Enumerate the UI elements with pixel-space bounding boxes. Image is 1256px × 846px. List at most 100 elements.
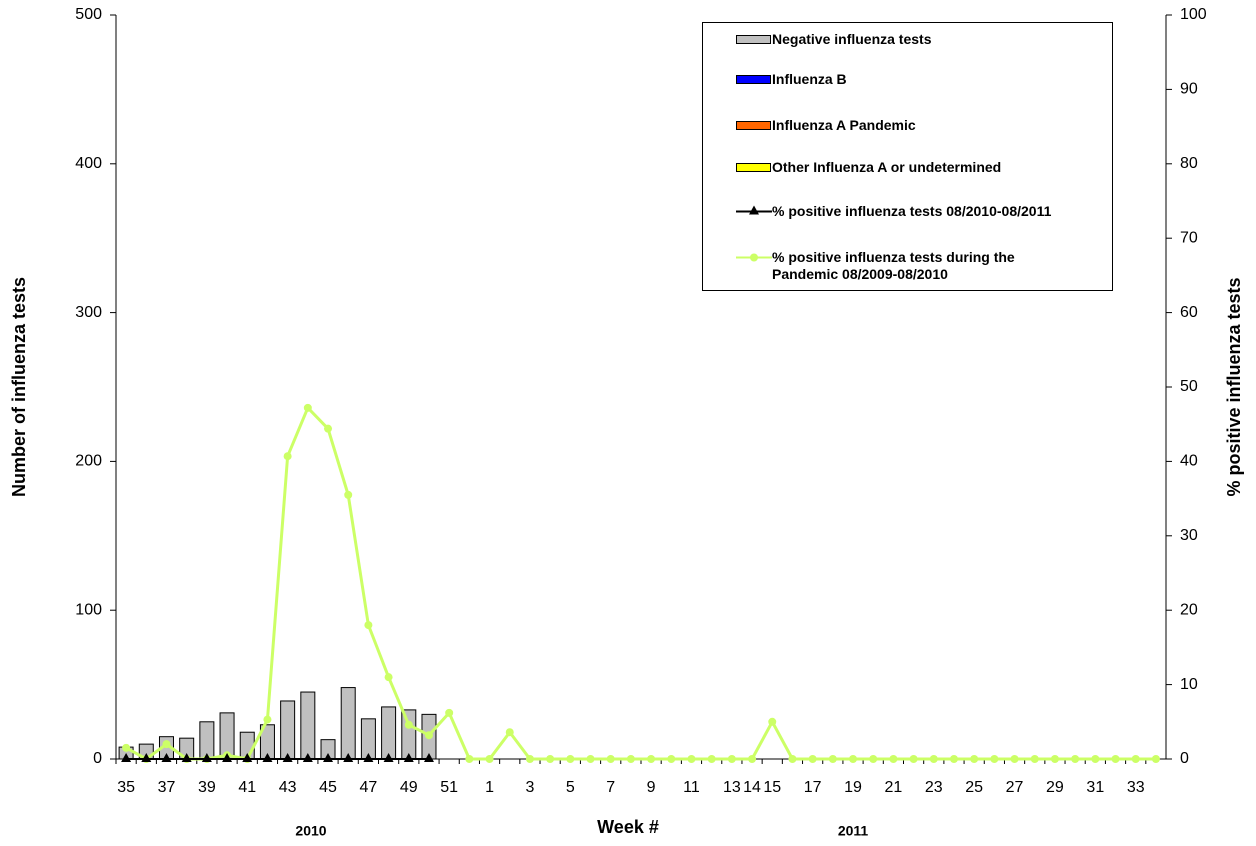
marker [990, 755, 999, 763]
legend-swatch-box [736, 121, 771, 130]
legend-swatch [736, 35, 771, 44]
legend-swatch-box [736, 75, 771, 84]
marker [1010, 755, 1019, 763]
marker [262, 753, 273, 762]
marker [344, 490, 353, 499]
legend-swatch [736, 163, 771, 172]
bar [300, 691, 316, 760]
marker [768, 717, 777, 726]
legend-label: Negative influenza tests [772, 31, 932, 47]
y-tick-label: 100 [75, 601, 102, 618]
marker [423, 753, 434, 762]
x-tick-label: 15 [763, 779, 781, 796]
x-tick-label: 27 [1006, 779, 1024, 796]
marker [141, 753, 152, 762]
y2-axis-title: % positive influenza tests [1224, 277, 1244, 496]
line [125, 405, 1156, 761]
marker [1071, 755, 1080, 763]
x-tick-label: 13 [723, 779, 741, 796]
marker [889, 755, 898, 763]
bar [381, 706, 397, 760]
marker [485, 755, 494, 763]
marker [323, 753, 334, 762]
marker [324, 424, 333, 433]
x-tick-label: 11 [683, 779, 700, 796]
x-tick-label: 7 [606, 779, 615, 796]
x-tick-label: 14 [743, 779, 761, 796]
marker [465, 755, 474, 763]
legend-entry: % positive influenza tests 08/2010-08/20… [736, 203, 1072, 220]
legend-swatch-box [736, 163, 771, 172]
marker [808, 755, 817, 763]
bar [401, 709, 417, 760]
marker [748, 755, 757, 763]
x-tick-label: 23 [925, 779, 943, 796]
x-tick-label: 9 [647, 779, 656, 796]
marker [364, 621, 373, 630]
x-tick-label: 19 [844, 779, 862, 796]
marker [1050, 755, 1059, 763]
x-tick-label: 29 [1046, 779, 1064, 796]
marker [707, 755, 716, 763]
marker [1091, 755, 1100, 763]
marker [849, 755, 858, 763]
marker [242, 753, 253, 762]
year-label: 2010 [295, 823, 326, 839]
y2-tick-label: 60 [1180, 304, 1198, 321]
x-tick-label: 21 [885, 779, 903, 796]
marker [949, 755, 958, 763]
marker [384, 673, 393, 682]
bar [360, 718, 376, 760]
legend-label: Other Influenza A or undetermined [772, 159, 1002, 175]
marker [788, 755, 797, 763]
marker [727, 755, 736, 763]
legend-label: % positive influenza tests 08/2010-08/20… [772, 203, 1052, 219]
x-tick-label: 35 [117, 779, 135, 796]
marker [181, 753, 192, 762]
x-tick-label: 49 [400, 779, 418, 796]
marker [687, 755, 696, 763]
marker [546, 755, 555, 763]
marker [626, 755, 635, 763]
y2-tick-label: 70 [1180, 229, 1198, 246]
x-axis-title: Week # [597, 817, 659, 837]
marker [1151, 755, 1160, 763]
marker [909, 755, 918, 763]
x-tick-label: 5 [566, 779, 575, 796]
legend-swatch-box [736, 35, 771, 44]
x-tick-label: 37 [158, 779, 176, 796]
bar [340, 687, 356, 760]
marker [122, 743, 131, 752]
marker [647, 755, 656, 763]
marker [283, 452, 292, 461]
x-tick-label: 3 [525, 779, 534, 796]
legend-swatch-marker [749, 205, 759, 215]
y2-tick-label: 80 [1180, 155, 1198, 172]
y2-tick-label: 20 [1180, 601, 1198, 618]
marker [121, 753, 132, 762]
x-tick-label: 45 [319, 779, 337, 796]
legend-entry: % positive influenza tests during the Pa… [736, 249, 1072, 283]
legend-entry: Influenza A Pandemic [736, 117, 1072, 134]
legend-swatch [736, 253, 772, 262]
marker [1131, 755, 1140, 763]
legend-swatch [736, 75, 771, 84]
marker [303, 403, 312, 412]
y-tick-label: 0 [93, 750, 102, 767]
y-tick-label: 300 [75, 304, 102, 321]
marker [222, 753, 233, 762]
marker [302, 753, 313, 762]
marker [505, 728, 514, 737]
y2-tick-label: 10 [1180, 676, 1198, 693]
legend-entry: Negative influenza tests [736, 31, 1072, 48]
y2-tick-label: 0 [1180, 750, 1189, 767]
marker [1030, 755, 1039, 763]
legend-entry: Other Influenza A or undetermined [736, 159, 1072, 176]
marker [404, 720, 413, 729]
marker [263, 715, 272, 724]
x-tick-label: 47 [360, 779, 378, 796]
y2-tick-label: 90 [1180, 81, 1198, 98]
marker [161, 753, 172, 762]
x-tick-label: 1 [485, 779, 494, 796]
